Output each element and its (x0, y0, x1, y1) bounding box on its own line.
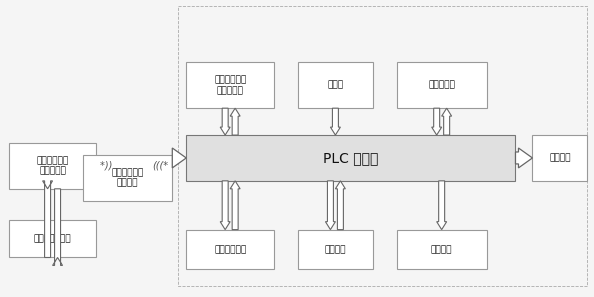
Text: 摄像头: 摄像头 (327, 81, 343, 90)
Bar (397, 230, 486, 269)
Polygon shape (220, 181, 230, 230)
Polygon shape (432, 108, 442, 135)
Text: 无线信号及图
像传输装置: 无线信号及图 像传输装置 (214, 76, 247, 95)
Polygon shape (43, 181, 53, 257)
Bar (298, 230, 373, 269)
Polygon shape (330, 108, 340, 135)
Polygon shape (326, 181, 336, 230)
Text: 无线信号及图
像传输装置: 无线信号及图 像传输装置 (36, 156, 69, 176)
Text: 上位机监控系统: 上位机监控系统 (34, 234, 71, 243)
Text: PLC 控制器: PLC 控制器 (323, 151, 378, 165)
Polygon shape (53, 189, 62, 266)
Polygon shape (516, 148, 532, 168)
Text: 调节电机: 调节电机 (431, 245, 453, 254)
Polygon shape (442, 108, 451, 135)
Text: 驱动电机: 驱动电机 (549, 154, 571, 162)
Bar (298, 62, 373, 108)
Bar (187, 62, 274, 108)
Bar (187, 230, 274, 269)
Text: *)): *)) (100, 161, 119, 171)
Bar (83, 155, 172, 201)
Polygon shape (336, 181, 345, 230)
Text: 升降电机: 升降电机 (325, 245, 346, 254)
Text: 超声波传感器: 超声波传感器 (214, 245, 247, 254)
Text: (((*: (((* (152, 161, 168, 171)
Polygon shape (437, 181, 447, 230)
Bar (397, 62, 486, 108)
Text: 人工程序输入
参数设置: 人工程序输入 参数设置 (111, 168, 144, 188)
Polygon shape (230, 108, 240, 135)
Text: 色差传感器: 色差传感器 (428, 81, 455, 90)
Bar (532, 135, 587, 181)
Polygon shape (220, 108, 230, 135)
Bar (178, 6, 587, 286)
Polygon shape (172, 148, 187, 168)
Bar (187, 135, 516, 181)
Bar (9, 220, 96, 257)
Polygon shape (230, 181, 240, 230)
Bar (9, 143, 96, 189)
